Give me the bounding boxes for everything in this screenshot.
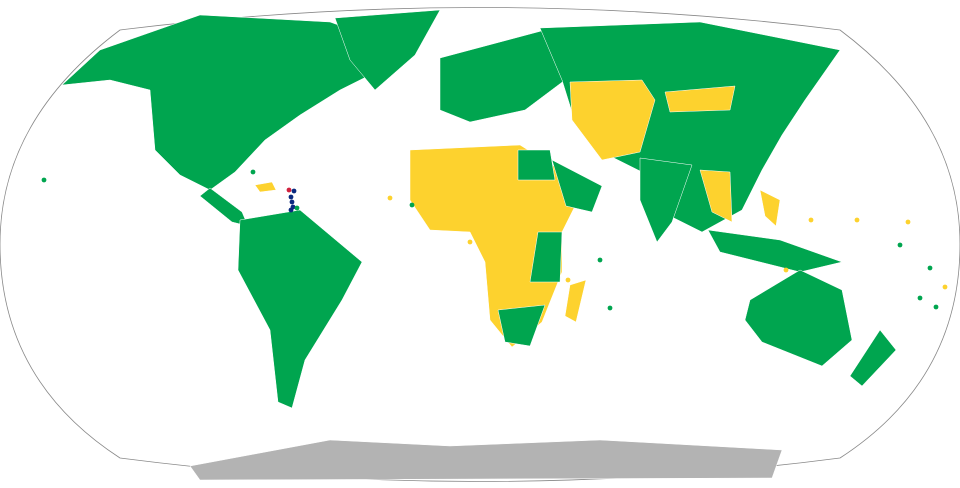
region-australia bbox=[744, 269, 853, 367]
island-marker bbox=[927, 265, 933, 271]
island-marker bbox=[288, 207, 294, 213]
island-marker bbox=[387, 195, 393, 201]
island-marker bbox=[41, 177, 47, 183]
region-central-asia bbox=[569, 79, 656, 161]
island-marker bbox=[286, 187, 292, 193]
region-antarctica bbox=[189, 439, 783, 481]
region-east-africa bbox=[529, 231, 563, 283]
region-mongolia bbox=[664, 85, 736, 113]
region-southeast-asia bbox=[699, 169, 733, 223]
island-marker bbox=[854, 217, 860, 223]
island-marker bbox=[250, 169, 256, 175]
island-marker bbox=[291, 188, 297, 194]
island-marker bbox=[808, 217, 814, 223]
island-marker bbox=[409, 202, 415, 208]
region-india bbox=[639, 157, 693, 243]
region-new-zealand bbox=[849, 329, 897, 387]
region-hispaniola bbox=[254, 181, 277, 193]
region-indonesia bbox=[707, 229, 843, 273]
region-arabia bbox=[551, 159, 603, 213]
island-marker bbox=[467, 239, 473, 245]
region-south-america bbox=[237, 209, 363, 409]
island-marker bbox=[933, 304, 939, 310]
island-marker bbox=[942, 284, 948, 290]
island-marker bbox=[294, 205, 300, 211]
island-marker bbox=[917, 295, 923, 301]
region-madagascar bbox=[564, 279, 587, 323]
region-egypt bbox=[517, 149, 556, 181]
island-marker bbox=[288, 194, 294, 200]
island-marker bbox=[897, 242, 903, 248]
island-marker bbox=[597, 257, 603, 263]
region-greenland bbox=[334, 9, 441, 91]
island-marker bbox=[289, 199, 295, 205]
region-philippines bbox=[759, 189, 781, 227]
island-marker bbox=[607, 305, 613, 311]
island-marker bbox=[565, 277, 571, 283]
region-southern-africa bbox=[497, 304, 546, 347]
island-marker bbox=[905, 219, 911, 225]
island-marker bbox=[783, 267, 789, 273]
